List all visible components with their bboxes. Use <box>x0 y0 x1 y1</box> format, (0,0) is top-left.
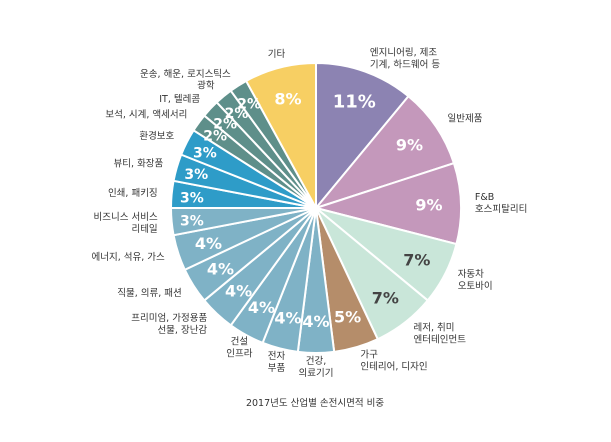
pie-slice-21 <box>244 61 317 209</box>
percent-label-7: 4% <box>302 312 329 331</box>
percent-label-5: 7% <box>372 288 399 307</box>
pie-slice-1 <box>315 61 410 211</box>
category-label-6: 가구 인테리어, 디자인 <box>360 350 427 373</box>
category-label-1: 엔지니어링, 제조 기계, 하드웨어 등 <box>370 46 440 70</box>
percent-label-12: 4% <box>195 234 222 253</box>
pie-percent-labels: 11%9%9%7%7%5%4%4%4%4%4%4%3%3%3%3%2%2%2%2… <box>180 90 443 332</box>
category-label-15: 뷰티, 화장품 <box>114 159 164 170</box>
category-label-7: 건강, 의료기기 <box>299 356 334 379</box>
category-label-17: 보석, 시계, 액세서리 <box>105 109 187 121</box>
category-label-5: 레저, 취미 엔터테인먼트 <box>414 323 467 346</box>
percent-label-18: 2% <box>213 117 237 133</box>
pie-slice-3 <box>312 161 462 246</box>
percent-label-1: 11% <box>333 92 376 113</box>
category-label-20: 운송, 해운, 로지스틱스 <box>140 68 231 80</box>
category-label-14: 인쇄, 패키징 <box>108 188 158 199</box>
category-label-9: 건설 인프라 <box>226 336 252 359</box>
category-label-16: 환경보호 <box>139 130 174 142</box>
category-label-18: IT, 텔레콤 <box>159 93 200 105</box>
category-label-11: 직물, 의류, 패션 <box>117 288 182 299</box>
category-label-10: 프리미엄, 가정용품 선물, 장난감 <box>131 312 207 336</box>
chart-caption: 2017년도 산업별 손전시면적 비중 <box>246 397 384 409</box>
category-label-13: 비즈니스 서비스 리테일 <box>93 212 157 235</box>
category-label-21: 기타 <box>268 49 286 60</box>
category-label-3: F&B 호스피탈리티 <box>475 192 527 215</box>
percent-label-17: 2% <box>203 129 227 145</box>
pie-slice-2 <box>313 94 456 211</box>
percent-label-10: 4% <box>225 281 252 300</box>
percent-label-6: 5% <box>334 308 361 327</box>
category-label-2: 일반제품 <box>448 114 483 125</box>
category-label-8: 전자 부품 <box>268 351 286 374</box>
percent-label-20: 2% <box>237 97 261 113</box>
pie-slices <box>169 61 462 355</box>
percent-label-16: 3% <box>193 145 217 161</box>
percent-label-3: 9% <box>415 195 442 214</box>
category-label-4: 자동차 오토바이 <box>458 268 493 292</box>
percent-label-15: 3% <box>184 167 208 183</box>
percent-label-21: 8% <box>274 90 301 109</box>
percent-label-19: 2% <box>225 106 249 122</box>
percent-label-4: 7% <box>403 250 430 269</box>
percent-label-8: 4% <box>274 309 301 328</box>
category-label-12: 에너지, 석유, 가스 <box>92 252 166 263</box>
percent-label-11: 4% <box>207 260 234 279</box>
percent-label-14: 3% <box>180 190 204 206</box>
percent-label-13: 3% <box>180 214 204 230</box>
percent-label-9: 4% <box>248 298 275 317</box>
percent-label-2: 9% <box>396 135 423 154</box>
category-label-19: 광학 <box>197 80 215 92</box>
